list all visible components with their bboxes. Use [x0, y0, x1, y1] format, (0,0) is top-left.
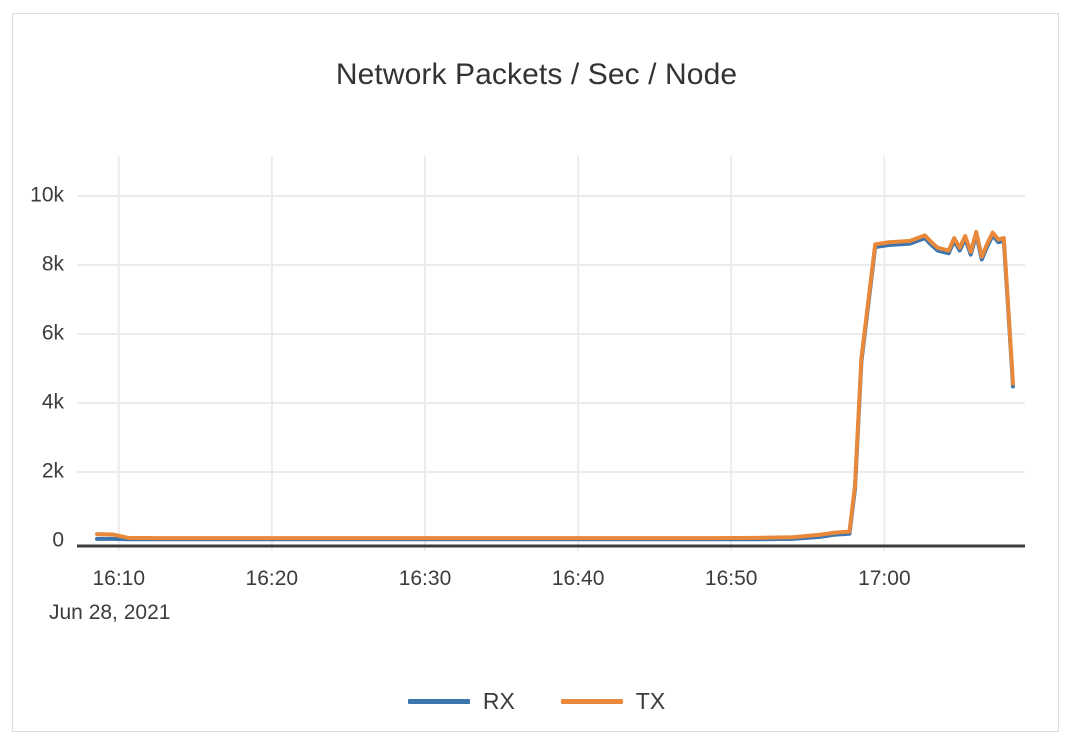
- y-axis-tick-labels: 0 2k 4k 6k 8k 10k: [30, 184, 64, 552]
- y-tick-label: 0: [52, 529, 64, 552]
- chart-legend: RX TX: [13, 690, 1060, 713]
- legend-label-tx: TX: [635, 688, 666, 714]
- legend-item-tx[interactable]: TX: [560, 688, 666, 714]
- x-tick-label: 16:40: [552, 567, 605, 590]
- y-tick-label: 8k: [42, 253, 65, 276]
- gridlines-vertical: [117, 156, 886, 551]
- plot-area: 0 2k 4k 6k 8k 10k 16:10 16:20 16:30 16:40 16:50 17…: [13, 14, 1060, 733]
- x-axis-date: Jun 28, 2021: [49, 601, 170, 624]
- x-axis-date-label: Jun 28, 2021: [49, 601, 170, 624]
- legend-swatch-tx: [560, 699, 623, 704]
- series-lines: [95, 229, 1015, 542]
- series-line-rx: [95, 232, 1015, 542]
- legend-swatch-rx: [407, 699, 470, 704]
- page-title: Network Packets / Sec / Node: [335, 58, 738, 91]
- legend-label-rx: RX: [482, 688, 515, 714]
- legend-item-rx[interactable]: RX: [407, 688, 515, 714]
- x-tick-label: 17:00: [858, 567, 911, 590]
- x-tick-label: 16:10: [92, 567, 145, 590]
- chart-card: Network Packets / Sec / Node 0 2k 4k 6k 8k 10…: [12, 13, 1059, 732]
- x-axis-tick-labels: 16:10 16:20 16:30 16:40 16:50 17:00: [92, 567, 910, 590]
- x-tick-label: 16:20: [246, 567, 299, 590]
- y-tick-label: 10k: [30, 184, 64, 207]
- x-tick-label: 16:50: [705, 567, 758, 590]
- series-line-tx: [95, 229, 1015, 541]
- gridlines-horizontal: [77, 195, 1025, 473]
- y-tick-label: 6k: [42, 322, 65, 345]
- line-chart-svg: 0 2k 4k 6k 8k 10k 16:10 16:20 16:30 16:40 16:50 17…: [30, 156, 1025, 624]
- x-tick-label: 16:30: [399, 567, 452, 590]
- y-tick-label: 4k: [42, 391, 65, 414]
- y-tick-label: 2k: [42, 460, 65, 483]
